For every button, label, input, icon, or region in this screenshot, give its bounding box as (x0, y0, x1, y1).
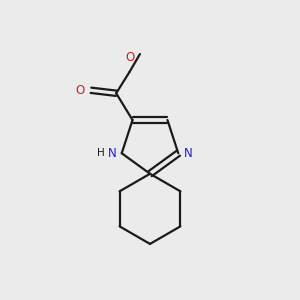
Text: O: O (125, 50, 134, 64)
Text: N: N (184, 147, 192, 160)
Text: O: O (75, 84, 84, 97)
Text: N: N (108, 147, 116, 160)
Text: H: H (97, 148, 104, 158)
